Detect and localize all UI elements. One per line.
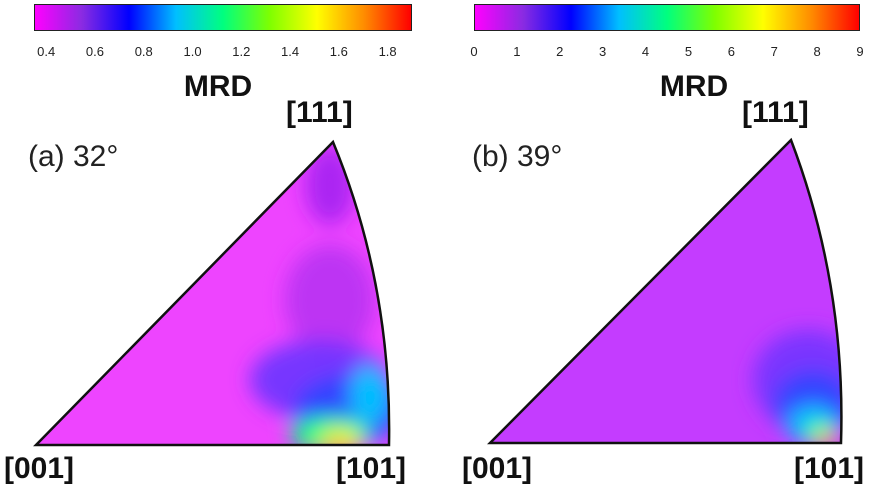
corner-label-101-b: [101]	[794, 452, 865, 485]
panel-label-b: (b) 39°	[472, 140, 563, 173]
corner-label-101-a: [101]	[336, 452, 407, 485]
colorbar-tick-a-7: 1.8	[378, 44, 397, 59]
colorbar-title-b: MRD	[659, 70, 729, 103]
ipf-panel-a: 0.4 0.6 0.8 1.0 1.2 1.4 1.6 1.8 MRD	[4, 4, 412, 485]
colorbar-tick-b-4: 4	[641, 44, 650, 59]
colorbar-title-a: MRD	[183, 70, 253, 103]
colorbar-tick-a-2: 0.8	[134, 44, 153, 59]
panel-label-a: (a) 32°	[28, 140, 119, 173]
inverse-pole-figure-a	[33, 139, 391, 447]
inverse-pole-figure-b	[486, 137, 843, 445]
colorbar-a	[34, 4, 412, 31]
colorbar-tick-a-1: 0.6	[85, 44, 104, 59]
colorbar-tick-b-0: 0	[470, 44, 478, 59]
colorbar-tick-a-4: 1.2	[232, 44, 251, 59]
ipf-outline-b	[486, 137, 843, 445]
colorbar-tick-b-1: 1	[513, 44, 521, 59]
colorbar-tick-a-0: 0.4	[37, 44, 56, 59]
colorbar-tick-b-7: 7	[770, 44, 778, 59]
colorbar-b	[474, 4, 860, 31]
colorbar-tick-b-2: 2	[556, 44, 564, 59]
ipf-outline-a	[33, 139, 391, 447]
corner-label-001-a: [001]	[4, 452, 75, 485]
colorbar-tick-a-3: 1.0	[183, 44, 202, 59]
colorbar-tick-b-8: 8	[813, 44, 821, 59]
corner-label-111-b: [111]	[742, 96, 809, 129]
colorbar-tick-a-5: 1.4	[281, 44, 300, 59]
corner-label-001-b: [001]	[462, 452, 533, 485]
colorbar-ticks-a: 0.4 0.6 0.8 1.0 1.2 1.4 1.6 1.8	[34, 44, 412, 60]
colorbar-tick-b-6: 6	[727, 44, 735, 59]
corner-label-111-a: [111]	[286, 96, 353, 129]
colorbar-tick-a-6: 1.6	[329, 44, 348, 59]
colorbar-ticks-b: 0 1 2 3 4 5 6 7 8 9	[470, 44, 864, 60]
colorbar-tick-b-9: 9	[856, 44, 864, 59]
colorbar-tick-b-5: 5	[684, 44, 693, 59]
colorbar-tick-b-3: 3	[599, 44, 607, 59]
